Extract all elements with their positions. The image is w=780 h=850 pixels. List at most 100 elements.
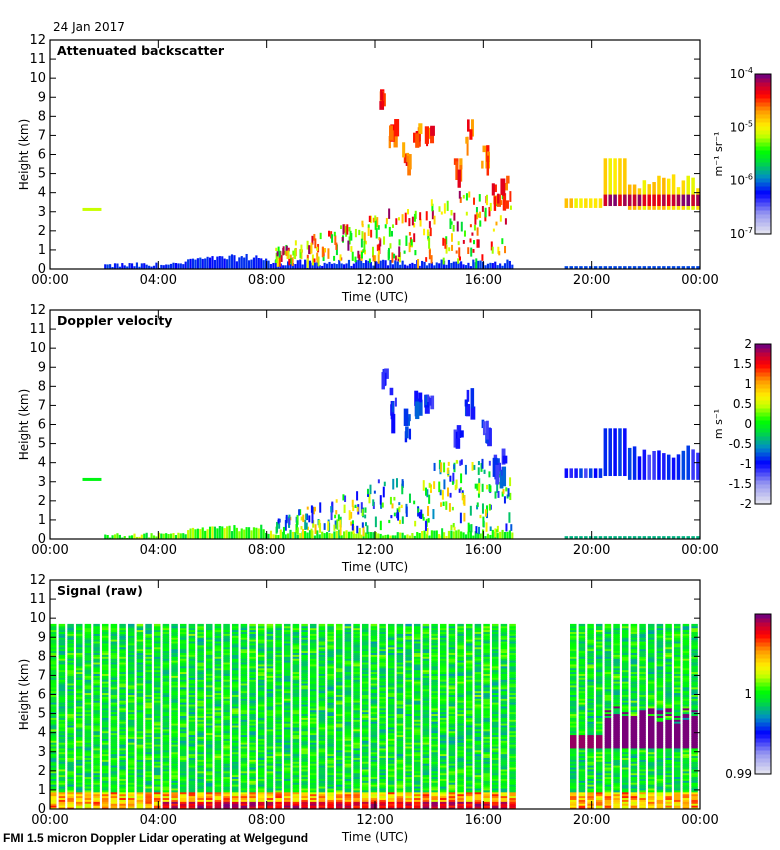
data-cell (187, 530, 190, 539)
data-cell (102, 715, 109, 718)
data-cell (344, 650, 352, 654)
colorbar-frame (754, 73, 772, 235)
data-cell (84, 772, 92, 776)
data-cell (206, 665, 213, 669)
data-cell (374, 516, 377, 528)
data-cell (197, 719, 204, 722)
data-cell (381, 372, 385, 390)
data-cell (76, 744, 83, 747)
data-cell (249, 746, 256, 749)
data-cell (171, 791, 178, 795)
data-cell (119, 642, 126, 646)
data-cell (197, 688, 204, 692)
data-cell (223, 776, 230, 779)
data-cell (50, 705, 57, 709)
data-cell (362, 753, 369, 757)
data-cell (292, 723, 300, 726)
data-cell (327, 788, 334, 791)
data-cell (481, 254, 484, 261)
data-cell (180, 774, 187, 778)
data-cell (102, 660, 109, 663)
data-cell (292, 803, 300, 806)
data-cell (76, 698, 83, 701)
data-cell (345, 530, 348, 539)
data-cell (93, 725, 100, 728)
data-cell (145, 683, 152, 686)
data-cell (119, 732, 126, 736)
data-cell (84, 667, 92, 671)
data-cell (102, 677, 109, 680)
data-cell (110, 734, 118, 737)
data-cell (136, 793, 144, 797)
data-cell (67, 637, 74, 640)
data-cell (311, 254, 314, 265)
data-cell (266, 705, 274, 709)
data-cell (145, 627, 152, 631)
data-cell (584, 468, 588, 478)
data-cell (396, 512, 399, 519)
colorbar-tick-label: 1.5 (733, 357, 752, 371)
data-cell (289, 529, 292, 539)
data-cell (266, 673, 274, 676)
data-cell (344, 642, 352, 646)
x-tick-label: 04:00 (140, 273, 177, 288)
data-cell (67, 730, 74, 734)
data-cell (292, 667, 300, 671)
data-cell (275, 654, 282, 657)
data-cell (58, 763, 66, 766)
data-cell (362, 683, 369, 686)
data-cell (223, 784, 230, 787)
data-cell (223, 528, 226, 539)
data-cell (318, 692, 326, 695)
data-cell (285, 245, 288, 251)
data-cell (58, 627, 66, 631)
data-cell (84, 696, 92, 699)
data-cell (188, 711, 196, 715)
data-cell (145, 740, 152, 743)
data-cell (157, 532, 160, 539)
data-cell (301, 767, 308, 770)
data-cell (128, 679, 135, 682)
data-cell (154, 641, 161, 644)
data-cell (292, 768, 300, 772)
data-cell (438, 534, 441, 539)
data-cell (249, 711, 256, 715)
data-cell (344, 639, 352, 642)
x-tick-label: 00:00 (681, 273, 718, 288)
data-cell (403, 535, 407, 539)
data-cell (284, 803, 291, 806)
data-cell (67, 665, 74, 669)
data-cell (266, 759, 274, 762)
data-cell (344, 767, 352, 770)
data-cell (232, 732, 239, 736)
data-cell (266, 633, 274, 636)
data-cell (201, 258, 204, 269)
data-cell (145, 778, 152, 781)
data-cell (58, 795, 66, 799)
data-cell (336, 721, 343, 724)
data-cell (489, 534, 492, 539)
data-cell (188, 627, 196, 631)
data-cell (232, 719, 239, 722)
data-cell (370, 690, 378, 694)
data-cell (76, 778, 83, 781)
data-cell (67, 807, 74, 810)
data-cell (110, 767, 118, 770)
data-cell (206, 761, 213, 764)
data-cell (327, 683, 334, 686)
data-cell (377, 533, 380, 539)
data-cell (162, 725, 170, 728)
data-cell (119, 715, 126, 718)
data-cell (301, 264, 304, 269)
data-cell (335, 264, 338, 269)
data-cell (50, 629, 57, 633)
data-cell (308, 515, 311, 523)
data-cell (102, 774, 109, 778)
data-cell (50, 646, 57, 650)
data-cell (462, 239, 465, 244)
data-cell (425, 394, 428, 406)
data-cell (128, 656, 135, 659)
data-cell (336, 761, 343, 764)
data-cell (232, 704, 239, 707)
data-cell (476, 505, 479, 510)
